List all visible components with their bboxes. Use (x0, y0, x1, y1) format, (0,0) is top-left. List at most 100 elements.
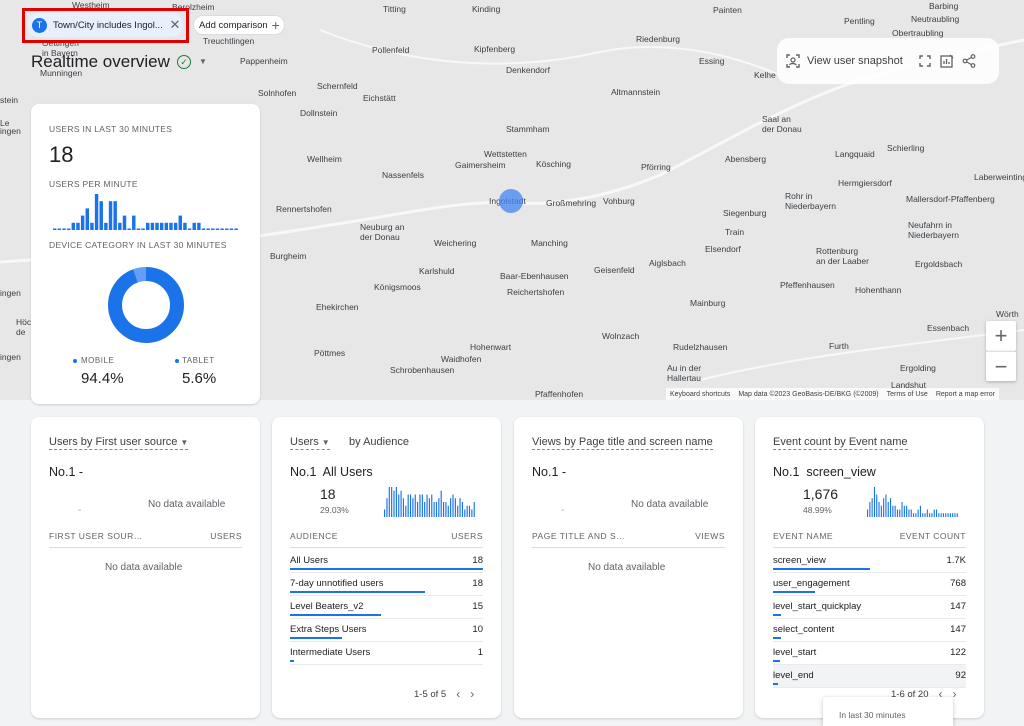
audience-spark-bar (431, 494, 433, 517)
town-label: Pöttmes (314, 348, 346, 358)
device-category-donut[interactable] (107, 266, 185, 344)
audience-col-label[interactable]: AUDIENCE (290, 531, 338, 541)
per-minute-bar (155, 222, 159, 230)
table-row[interactable]: level_end 92 (773, 665, 966, 688)
users-last-30-value: 18 (49, 142, 74, 167)
table-row[interactable]: screen_view 1.7K (773, 550, 966, 573)
audience-sparkline[interactable] (384, 487, 476, 517)
chevron-down-icon[interactable]: ▼ (180, 438, 189, 447)
source-col-label[interactable]: FIRST USER SOUR… (49, 531, 143, 541)
source-table-no-data: No data available (105, 562, 183, 573)
audience-spark-bar (450, 498, 452, 517)
town-label: Geisenfeld (594, 265, 635, 275)
filter-chip-label: Town/City includes Ingol... (53, 19, 163, 31)
per-minute-bar (90, 222, 94, 230)
event-count-title[interactable]: Event count by Event name (773, 436, 908, 450)
town-label: Reichertshofen (507, 287, 565, 297)
town-label: Pfeffenhausen (780, 280, 835, 290)
per-minute-bar (141, 228, 145, 230)
share-icon[interactable] (961, 53, 977, 69)
audience-spark-bar (435, 502, 438, 517)
keyboard-shortcuts-link[interactable]: Keyboard shortcuts (670, 390, 731, 398)
chevron-down-icon[interactable]: ▼ (321, 438, 330, 447)
per-minute-bar (215, 228, 220, 230)
table-row[interactable]: select_content 147 (773, 619, 966, 642)
table-row[interactable]: user_engagement 768 (773, 573, 966, 596)
views-col-label[interactable]: VIEWS (695, 531, 725, 541)
town-label: Hermgiersdorf (838, 178, 892, 188)
per-minute-bar (118, 222, 122, 230)
chevron-down-icon[interactable]: ▼ (199, 57, 207, 66)
table-row[interactable]: Extra Steps Users 10 (290, 619, 483, 642)
town-label: Landshut (891, 380, 926, 390)
town-label: Oettingen in Bayern (42, 38, 79, 58)
users-per-minute-chart[interactable] (53, 194, 239, 230)
snapshot-icon[interactable] (785, 53, 801, 69)
table-row[interactable]: level_start 122 (773, 642, 966, 665)
terms-link[interactable]: Terms of Use (886, 390, 928, 398)
zoom-in-button[interactable]: + (986, 321, 1016, 351)
audience-spark-bar (428, 498, 430, 517)
audience-spark-bar (459, 498, 461, 517)
row-name: level_start_quickplay (773, 601, 862, 612)
event-count-col-label[interactable]: EVENT COUNT (899, 531, 966, 541)
donut-slice-mobile[interactable] (108, 267, 184, 343)
per-minute-bar (132, 215, 136, 230)
town-label: Ehekirchen (316, 302, 359, 312)
town-label: Nassenfels (382, 170, 425, 180)
chevron-right-icon[interactable]: › (470, 687, 475, 701)
table-row[interactable]: Level Beaters_v2 15 (290, 596, 483, 619)
town-label: Weichering (434, 238, 477, 248)
page-title-col-label[interactable]: PAGE TITLE AND S… (532, 531, 626, 541)
active-user-location-marker[interactable] (499, 189, 523, 213)
audience-metric-selector[interactable]: Users ▼ (290, 436, 330, 450)
town-label: Saal an der Donau (762, 114, 802, 134)
tablet-legend-dot (175, 359, 179, 363)
customize-report-icon[interactable] (939, 53, 955, 69)
chevron-left-icon[interactable]: ‹ (456, 687, 461, 701)
donut-slice-tablet[interactable] (108, 267, 184, 343)
row-name: All Users (290, 555, 329, 566)
table-row[interactable]: 7-day unnotified users 18 (290, 573, 483, 596)
event-name-col-label[interactable]: EVENT NAME (773, 531, 834, 541)
town-label: Munningen (40, 68, 83, 78)
row-share-bar (773, 591, 816, 593)
audience-spark-bar (412, 498, 414, 517)
first-user-source-title[interactable]: Users by First user source ▼ (49, 436, 189, 450)
table-row[interactable]: Intermediate Users 1 (290, 642, 483, 665)
town-label: Kelhe (754, 70, 776, 80)
town-label: ingen (0, 126, 21, 136)
table-row[interactable]: level_start_quickplay 147 (773, 596, 966, 619)
town-label: Vohburg (603, 196, 635, 206)
town-label: Eichstätt (363, 93, 396, 103)
pages-table-header: PAGE TITLE AND S… VIEWS (532, 531, 725, 541)
events-spark-bar (947, 513, 949, 517)
town-label: Rohr in Niederbayern (785, 191, 837, 211)
users-col-label[interactable]: USERS (210, 531, 242, 541)
fullscreen-icon[interactable] (917, 53, 933, 69)
town-label: Pfaffenhofen (535, 389, 584, 399)
view-user-snapshot-button[interactable]: View user snapshot (807, 55, 903, 67)
add-comparison-button[interactable]: Add comparison + (193, 15, 285, 35)
close-icon[interactable]: ✕ (169, 17, 181, 32)
events-spark-bar (903, 505, 905, 517)
table-row[interactable]: All Users 18 (290, 550, 483, 573)
chevron-left-icon[interactable]: ‹ (938, 687, 943, 701)
town-label: Au in der Hallertau (667, 363, 702, 383)
per-minute-bar (146, 222, 150, 230)
events-sparkline[interactable] (867, 487, 959, 517)
per-minute-bar (169, 222, 173, 230)
town-label: Berolzheim (172, 2, 215, 12)
filter-chip[interactable]: T Town/City includes Ingol... ✕ (27, 13, 183, 37)
source-table-header: FIRST USER SOUR… USERS (49, 531, 242, 541)
zoom-out-button[interactable]: − (986, 351, 1016, 381)
users-col-label[interactable]: USERS (451, 531, 483, 541)
chevron-right-icon[interactable]: › (952, 687, 957, 701)
town-label: Wellheim (307, 154, 342, 164)
audience-spark-bar (466, 505, 468, 517)
page-title-views-title[interactable]: Views by Page title and screen name (532, 436, 713, 450)
row-value: 768 (950, 578, 966, 589)
per-minute-bar (99, 201, 103, 230)
town-label: Rudelzhausen (673, 342, 728, 352)
report-map-error-link[interactable]: Report a map error (935, 390, 995, 398)
